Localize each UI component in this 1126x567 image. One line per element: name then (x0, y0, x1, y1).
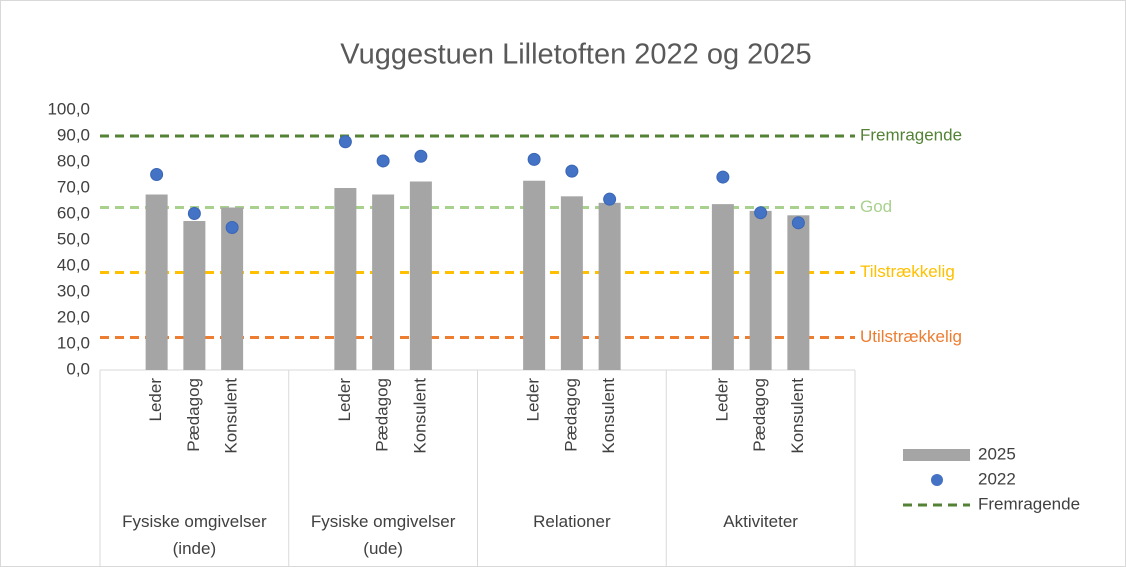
point (603, 192, 617, 206)
point (527, 152, 541, 166)
x-tick-label: Pædagog (373, 378, 392, 452)
x-tick-label: Konsulent (222, 378, 241, 454)
point (565, 164, 579, 178)
bar (145, 194, 168, 370)
x-tick-label: Konsulent (410, 378, 429, 454)
chart-title: Vuggestuen Lilletoften 2022 og 2025 (340, 39, 811, 71)
legend-label: Fremragende (978, 494, 1080, 513)
point (754, 206, 768, 220)
x-tick-label: Konsulent (788, 378, 807, 454)
group-label: Relationer (533, 512, 611, 531)
bar (183, 221, 206, 370)
y-tick-label: 100,0 (47, 99, 90, 118)
point (716, 170, 730, 184)
point (187, 206, 201, 220)
y-tick-label: 70,0 (57, 177, 90, 196)
x-tick-label: Leder (146, 378, 165, 422)
group-label: Fysiske omgivelser (ude) (310, 512, 456, 558)
point (225, 221, 239, 235)
legend-label: 2022 (978, 469, 1016, 488)
legend-swatch (903, 449, 970, 461)
point (791, 216, 805, 230)
reference-label: God (860, 197, 892, 216)
y-tick-label: 60,0 (57, 203, 90, 222)
bar (221, 207, 244, 370)
y-tick-label: 20,0 (57, 307, 90, 326)
bar (334, 188, 357, 370)
bar (523, 180, 546, 370)
x-tick-label: Pædagog (561, 378, 580, 452)
x-tick-label: Leder (524, 378, 543, 422)
point (150, 167, 164, 181)
group-label: Aktiviteter (723, 512, 798, 531)
point (414, 149, 428, 163)
bar (711, 204, 734, 370)
x-tick-label: Pædagog (184, 378, 203, 452)
legend-swatch (931, 474, 943, 486)
bar (372, 194, 395, 370)
y-tick-label: 80,0 (57, 151, 90, 170)
reference-label: Utilstrækkelig (860, 327, 962, 346)
bar (787, 215, 810, 370)
y-tick-label: 30,0 (57, 281, 90, 300)
legend-label: 2025 (978, 444, 1016, 463)
group-label: Fysiske omgivelser (inde) (122, 512, 267, 558)
y-tick-label: 10,0 (57, 333, 90, 352)
x-tick-label: Leder (335, 378, 354, 422)
bar (749, 210, 772, 370)
x-tick-label: Konsulent (599, 378, 618, 454)
bar (409, 181, 432, 370)
y-tick-label: 40,0 (57, 255, 90, 274)
reference-label: Tilstrækkelig (860, 262, 955, 281)
y-tick-label: 90,0 (57, 125, 90, 144)
y-tick-label: 50,0 (57, 229, 90, 248)
bar (598, 202, 621, 370)
point (338, 135, 352, 149)
y-tick-label: 0,0 (66, 359, 90, 378)
reference-label: Fremragende (860, 125, 962, 144)
x-tick-label: Pædagog (750, 378, 769, 452)
bar (560, 196, 583, 370)
point (376, 154, 390, 168)
x-tick-label: Leder (712, 378, 731, 422)
